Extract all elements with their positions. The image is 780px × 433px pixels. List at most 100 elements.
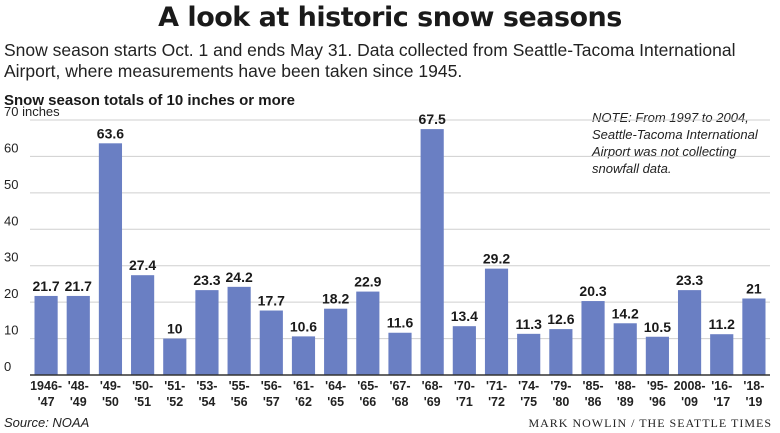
bar-value-label: 24.2 [226, 269, 253, 285]
y-tick-label: 70 inches [4, 104, 60, 119]
x-tick-label: '49- [100, 379, 121, 393]
bar [613, 323, 637, 375]
bar [549, 329, 573, 375]
x-tick-label: '17 [713, 395, 730, 409]
bar-value-label: 20.3 [579, 283, 606, 299]
x-tick-label: '61- [293, 379, 314, 393]
bar [227, 286, 251, 375]
bar [163, 338, 187, 375]
bar-value-label: 18.2 [322, 291, 349, 307]
bar-value-label: 17.7 [258, 293, 285, 309]
x-tick-label: '57 [263, 395, 280, 409]
data-labels: 21.7 21.7 63.6 27.4 10 23.3 24.2 17.7 10.6 18.2 22… [32, 111, 761, 336]
bar [710, 334, 734, 375]
bar [677, 290, 702, 375]
y-tick-label: 20 [4, 286, 18, 301]
bar-value-label: 10.5 [644, 319, 671, 335]
bar-value-label: 10.6 [290, 318, 317, 334]
x-tick-label: '51- [164, 379, 185, 393]
x-tick-label: '64- [325, 379, 346, 393]
bar-value-label: 10 [167, 321, 183, 337]
x-tick-label: '47 [38, 395, 55, 409]
x-tick-label: '18- [743, 379, 764, 393]
bar [645, 336, 669, 375]
x-tick-label: '71 [456, 395, 473, 409]
bar-value-label: 13.4 [451, 308, 478, 324]
credit-line: Mark Nowlin / The Seattle Times [528, 416, 772, 430]
bar-value-label: 21 [746, 281, 762, 297]
bar-value-label: 22.9 [354, 274, 381, 290]
bar-value-label: 29.2 [483, 251, 510, 267]
bar [581, 301, 605, 375]
bar [452, 326, 476, 375]
x-tick-label: '51 [134, 395, 151, 409]
bar-value-label: 27.4 [129, 257, 156, 273]
x-tick-label: '86 [585, 395, 602, 409]
bar [420, 129, 444, 375]
x-tick-label: '80 [552, 395, 569, 409]
x-tick-label: '96 [649, 395, 666, 409]
x-tick-label: '68- [422, 379, 443, 393]
bar [356, 291, 380, 375]
x-tick-label: '66 [359, 395, 376, 409]
x-tick-label: '16- [711, 379, 732, 393]
bars [34, 129, 766, 375]
y-tick-label: 30 [4, 250, 18, 265]
x-tick-label: '74- [518, 379, 539, 393]
chart-headline: A look at historic snow seasons [158, 2, 622, 33]
y-tick-label: 40 [4, 213, 18, 228]
bar [742, 298, 766, 375]
x-tick-label: '69 [424, 395, 441, 409]
bar-value-label: 63.6 [97, 125, 124, 141]
y-tick-label: 10 [4, 323, 18, 338]
x-tick-label: '70- [454, 379, 475, 393]
x-tick-label: '49 [70, 395, 87, 409]
bar-value-label: 23.3 [193, 272, 220, 288]
chart-title: Snow season totals of 10 inches or more [4, 92, 295, 109]
bar-value-label: 11.3 [515, 316, 542, 332]
x-tick-label: '50- [132, 379, 153, 393]
x-tick-label: '19 [745, 395, 762, 409]
bar-value-label: 67.5 [419, 111, 446, 127]
x-tick-label: '54 [199, 395, 216, 409]
bar-value-label: 14.2 [612, 305, 639, 321]
y-tick-label: 60 [4, 140, 18, 155]
x-tick-label: '85- [583, 379, 604, 393]
bar-value-label: 21.7 [65, 278, 92, 294]
x-tick-label: '79- [550, 379, 571, 393]
y-tick-label: 0 [4, 359, 11, 374]
bar-value-label: 23.3 [676, 272, 703, 288]
bar-value-label: 12.6 [547, 311, 574, 327]
data-gap-note: NOTE: From 1997 to 2004, Seattle-Tacoma … [592, 110, 758, 176]
y-axis: 0 10 20 30 40 50 60 70 inches [4, 104, 60, 374]
x-tick-label: '55- [229, 379, 250, 393]
x-tick-label: '88- [615, 379, 636, 393]
x-tick-label: '67- [389, 379, 410, 393]
bar [291, 336, 316, 375]
x-tick-label: '75 [520, 395, 537, 409]
x-tick-label: '56 [231, 395, 248, 409]
x-axis: 1946- '47 '48- '49 '49- '50 '50- '51 '51- '52 '53-… [30, 374, 770, 409]
x-tick-label: '95- [647, 379, 668, 393]
bar-value-label: 11.2 [708, 316, 735, 332]
x-tick-label: 1946- [30, 379, 62, 393]
bar [388, 332, 412, 375]
x-tick-label: '52 [166, 395, 183, 409]
bar [195, 290, 219, 375]
x-tick-label: '48- [68, 379, 89, 393]
x-tick-label: '09 [681, 395, 698, 409]
bar [98, 143, 123, 375]
bar [259, 310, 283, 375]
source-note: Source: NOAA [4, 415, 90, 430]
x-tick-label: '65 [327, 395, 344, 409]
bar [484, 268, 509, 375]
x-tick-label: '65- [357, 379, 378, 393]
x-tick-label: '89 [617, 395, 634, 409]
x-tick-label: '50 [102, 395, 119, 409]
x-tick-label: '56- [261, 379, 282, 393]
chart-description: Snow season starts Oct. 1 and ends May 3… [4, 40, 736, 81]
bar [324, 308, 348, 375]
bar [34, 295, 58, 375]
x-tick-label: '68 [392, 395, 409, 409]
